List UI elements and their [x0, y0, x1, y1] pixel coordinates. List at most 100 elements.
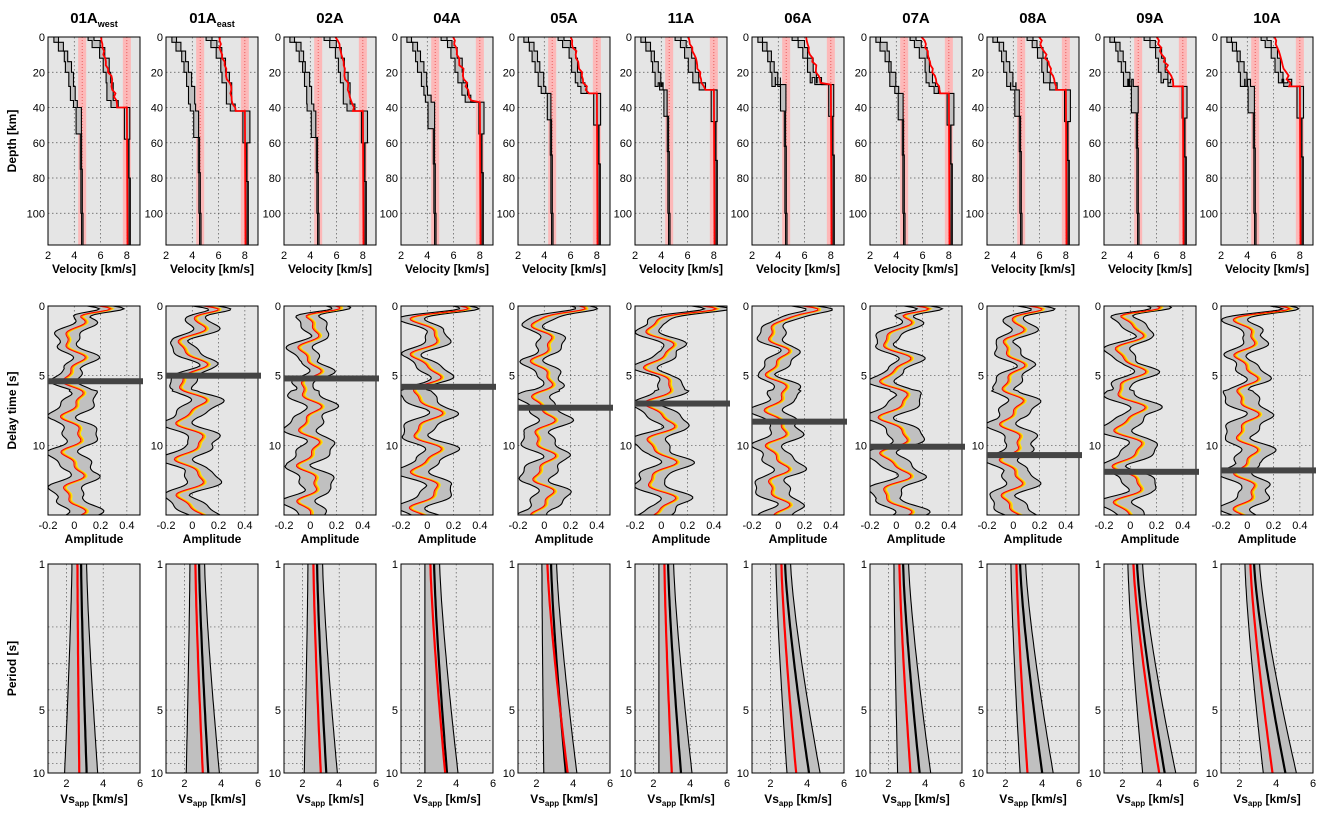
y-tick-label: 0	[1095, 301, 1101, 313]
vs-profile-line	[761, 37, 788, 245]
vs-black-curve	[1136, 564, 1166, 773]
x-tick-label: 6	[607, 778, 613, 790]
vp-envelope	[675, 37, 719, 245]
x-tick-label: 8	[242, 250, 248, 262]
vs-label-sub: app	[193, 799, 207, 808]
x-tick-label: 4	[1039, 778, 1045, 790]
receiver-function-panel: -0.2 0 0.2 0.4 0 5 10 Amplitude	[972, 301, 1082, 546]
y-tick-label: 0	[392, 32, 398, 44]
x-tick-label: 4	[1244, 250, 1250, 262]
x-tick-label: 4	[658, 250, 664, 262]
vs-label-sub: app	[1131, 799, 1145, 808]
panel-border	[165, 563, 259, 774]
vs-profile-line	[992, 37, 1022, 245]
vs-bound-line	[673, 564, 693, 773]
vs-profile-line	[53, 37, 83, 245]
vs-bound-line	[64, 564, 73, 773]
x-tick-label: -0.2	[1095, 520, 1114, 532]
vs-profile-line	[996, 37, 1023, 245]
station-subscript: west	[97, 19, 118, 29]
x-axis-label: Velocity [km/s]	[522, 262, 606, 276]
apparent-velocity-panel: 2 4 6 1 5 10 Vsapp [km/s]	[1089, 559, 1199, 808]
y-tick-label: 20	[386, 67, 398, 79]
x-tick-label: 2	[416, 778, 422, 790]
red-model-curve	[218, 37, 247, 245]
y-tick-label: 10	[620, 768, 632, 780]
station-name: 10A	[1253, 10, 1281, 27]
x-tick-label: 8	[1063, 250, 1069, 262]
vs-profile-line	[1230, 37, 1257, 245]
x-tick-label: 2	[867, 250, 873, 262]
y-tick-label: 40	[620, 103, 632, 115]
x-tick-label: 8	[828, 250, 834, 262]
vs-black-curve	[433, 564, 449, 773]
x-tick-label: 0.2	[797, 520, 812, 532]
y-tick-label: 10	[1206, 440, 1218, 452]
x-tick-label: 0.4	[1058, 520, 1073, 532]
y-tick-label: 80	[1206, 173, 1218, 185]
panel-border	[283, 36, 377, 246]
y-tick-label: 100	[849, 208, 867, 220]
x-tick-label: 0.4	[355, 520, 370, 532]
vs-envelope	[1127, 564, 1176, 773]
y-tick-label: 10	[1089, 768, 1101, 780]
y-tick-label: 40	[737, 103, 749, 115]
panel-border	[1103, 563, 1197, 774]
x-tick-label: 2	[1002, 778, 1008, 790]
rf-orange-trace	[999, 306, 1045, 515]
y-tick-label: 20	[855, 67, 867, 79]
x-tick-label: 0.2	[915, 520, 930, 532]
panel-border	[634, 563, 728, 774]
reference-band	[1017, 37, 1026, 245]
x-tick-label: 8	[477, 250, 483, 262]
rf-orange-trace	[61, 306, 114, 515]
x-tick-label: -0.2	[861, 520, 880, 532]
station-title: 07A	[902, 10, 930, 27]
x-tick-label: 4	[687, 778, 693, 790]
panel-border	[634, 36, 728, 246]
vs-profile-line	[757, 37, 787, 245]
x-tick-label: 0	[307, 520, 313, 532]
x-axis-label: Velocity [km/s]	[52, 262, 136, 276]
y-tick-label: 100	[497, 208, 515, 220]
receiver-function-panel: -0.2 0 0.2 0.4 0 5 10 Amplitude	[1206, 301, 1316, 546]
delay-marker-bar	[635, 400, 730, 407]
vs-label-sub: app	[545, 799, 559, 808]
y-tick-label: 40	[33, 103, 45, 115]
vs-label-main: Vs	[1233, 792, 1248, 806]
panel-border	[517, 563, 611, 774]
vs-envelope	[893, 564, 931, 773]
x-tick-label: 4	[1010, 250, 1016, 262]
reference-band	[900, 37, 909, 245]
y-tick-label: 5	[392, 371, 398, 383]
x-axis-label: Vsapp [km/s]	[413, 792, 481, 808]
x-tick-label: 6	[724, 778, 730, 790]
x-axis-label: Velocity [km/s]	[288, 262, 372, 276]
panel-content	[1221, 306, 1313, 515]
vs-red-curve	[898, 564, 912, 773]
x-tick-label: 0	[775, 520, 781, 532]
x-tick-label: 8	[946, 250, 952, 262]
panel-border	[869, 563, 963, 774]
y-tick-label: 10	[737, 440, 749, 452]
panel-border	[400, 563, 494, 774]
rf-bound-line	[74, 306, 126, 515]
panel-border	[869, 36, 963, 246]
vs-label-main: Vs	[178, 792, 193, 806]
x-tick-label: 6	[685, 250, 691, 262]
y-tick-label: 5	[275, 371, 281, 383]
panel-content	[987, 37, 1079, 245]
x-tick-label: 0	[893, 520, 899, 532]
x-tick-label: 4	[541, 250, 547, 262]
reference-band	[1134, 37, 1143, 245]
reference-band	[314, 37, 323, 245]
panel-border	[751, 36, 845, 246]
x-tick-label: 0.2	[680, 520, 695, 532]
y-tick-label: 0	[39, 301, 45, 313]
vs-envelope	[775, 564, 821, 773]
x-tick-label: 6	[1193, 778, 1199, 790]
y-tick-label: 20	[1206, 67, 1218, 79]
